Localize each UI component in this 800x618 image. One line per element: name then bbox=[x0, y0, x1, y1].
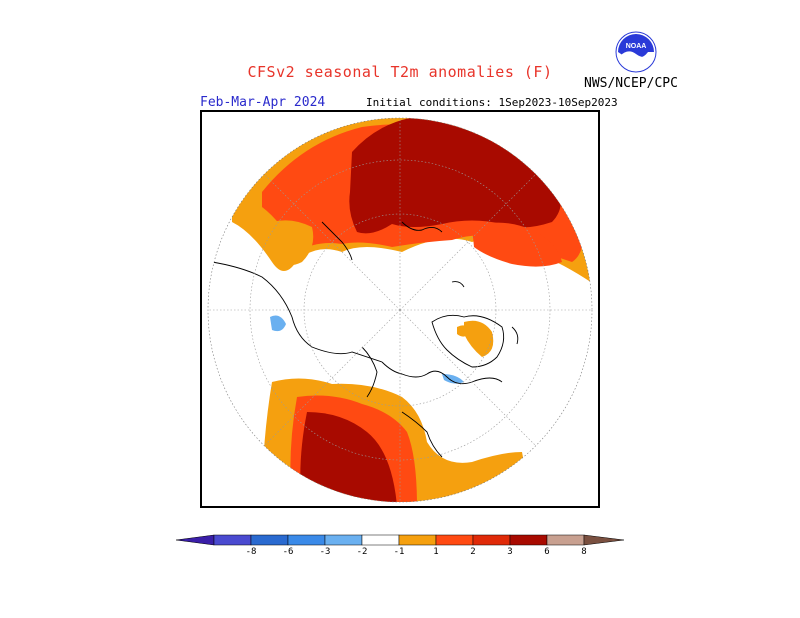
colorbar-bin bbox=[546, 534, 585, 546]
colorbar-tick-label: 3 bbox=[507, 547, 513, 557]
anomaly-region-greenland-north bbox=[457, 325, 472, 337]
anomaly-region-eurasia-dark bbox=[349, 118, 561, 234]
noaa-logo-text: NOAA bbox=[626, 43, 647, 50]
colorbar-tick-label: 8 bbox=[581, 547, 587, 557]
color-scale-bar bbox=[175, 534, 625, 546]
colorbar-tick-label: -8 bbox=[245, 547, 257, 557]
colorbar-bin bbox=[435, 534, 474, 546]
colorbar-arrow-low bbox=[175, 534, 215, 546]
anomaly-region-north-america-dark bbox=[300, 412, 397, 502]
agency-label: NWS/NCEP/CPC bbox=[584, 76, 678, 91]
period-label: Feb-Mar-Apr 2024 bbox=[200, 95, 326, 110]
initial-conditions-label: Initial conditions: 1Sep2023-10Sep2023 bbox=[366, 96, 618, 109]
map-frame bbox=[200, 110, 600, 508]
graticule bbox=[208, 118, 592, 502]
colorbar-arrow-high bbox=[583, 534, 625, 546]
colorbar-bin bbox=[361, 534, 400, 546]
colorbar-tick-label: -3 bbox=[319, 547, 331, 557]
colorbar-tick-label: 6 bbox=[544, 547, 550, 557]
colorbar-bin bbox=[509, 534, 548, 546]
colorbar-tick-label: -6 bbox=[282, 547, 294, 557]
anomaly-region-greenland bbox=[464, 320, 494, 357]
colorbar-bin bbox=[250, 534, 289, 546]
anomaly-region-cool-europe bbox=[270, 315, 286, 332]
chart-title: CFSv2 seasonal T2m anomalies (F) bbox=[247, 63, 553, 81]
noaa-logo: NOAA bbox=[615, 31, 657, 73]
anomaly-region-cool-greenland bbox=[442, 374, 464, 384]
colorbar-tick-label: -1 bbox=[393, 547, 405, 557]
colorbar-bin bbox=[472, 534, 511, 546]
colorbar-bin bbox=[287, 534, 326, 546]
colorbar-tick-label: -2 bbox=[356, 547, 368, 557]
colorbar-tick-label: 2 bbox=[470, 547, 476, 557]
polar-map bbox=[207, 117, 593, 503]
coastlines bbox=[211, 221, 519, 458]
globe-edge bbox=[207, 117, 593, 503]
anomaly-region-central-asia bbox=[272, 220, 314, 266]
colorbar-bin bbox=[213, 534, 252, 546]
colorbar-bin bbox=[324, 534, 363, 546]
colorbar-bin bbox=[398, 534, 437, 546]
colorbar-tick-label: 1 bbox=[433, 547, 439, 557]
